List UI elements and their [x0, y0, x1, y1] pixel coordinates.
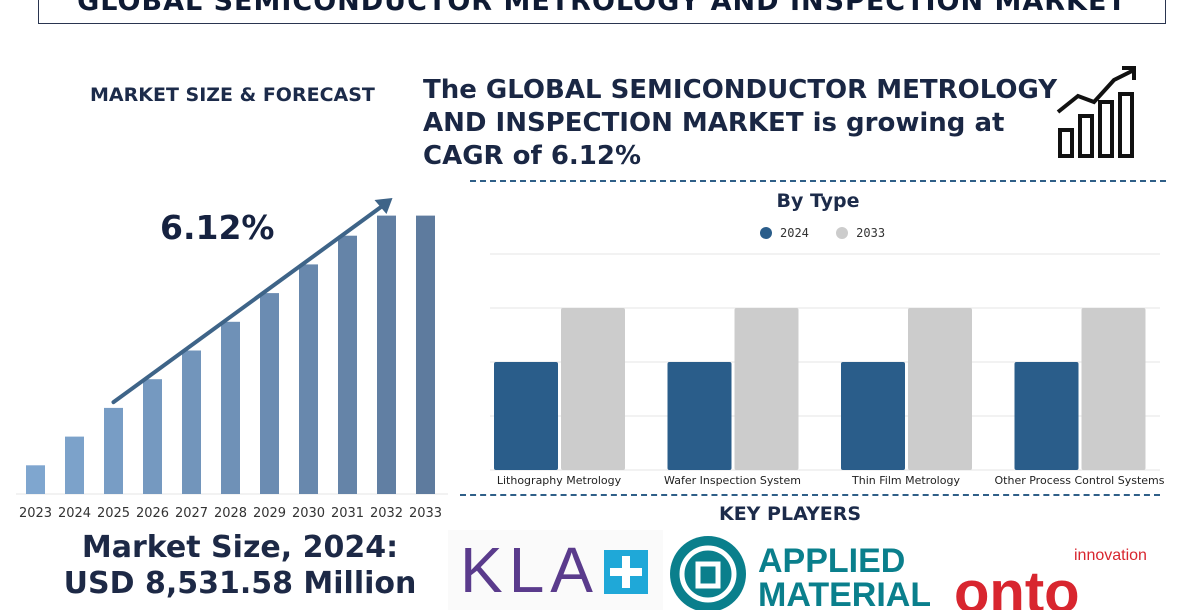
forecast-bar-2025 [104, 407, 123, 494]
forecast-bar-2030 [299, 264, 318, 494]
by-type-title: By Type [776, 190, 860, 212]
trend-arrow-icon [111, 201, 389, 405]
trend-arrow-head [374, 198, 393, 214]
forecast-bar-2027 [182, 350, 201, 494]
year-label-2024: 2024 [57, 506, 92, 521]
legend-label-2024: 2024 [780, 226, 809, 240]
forecast-bar-2023 [26, 465, 45, 494]
market-size-text: Market Size, 2024: USD 8,531.58 Million [10, 530, 470, 602]
title-box: GLOBAL SEMICONDUCTOR METROLOGY AND INSPE… [38, 0, 1166, 24]
forecast-bar-chart [16, 198, 448, 495]
forecast-bar-2032 [377, 215, 396, 495]
year-label-2027: 2027 [174, 506, 209, 521]
category-label: Lithography Metrology [496, 474, 622, 487]
forecast-bar-2031 [338, 235, 357, 494]
onto-logo-text2: onto [954, 560, 1080, 610]
key-players-title: KEY PLAYERS [718, 503, 862, 525]
bar-2033-0 [561, 308, 625, 470]
kla-logo-text: KLA [460, 534, 599, 606]
legend-item-2033: 2033 [836, 226, 885, 240]
forecast-bar-2033 [416, 215, 435, 495]
market-size-line2: USD 8,531.58 Million [63, 566, 417, 601]
category-label: Thin Film Metrology [852, 474, 960, 487]
legend-dot-2024 [760, 227, 772, 239]
year-label-2032: 2032 [369, 506, 404, 521]
category-label: Wafer Inspection System [664, 474, 801, 487]
legend-item-2024: 2024 [760, 226, 809, 240]
forecast-bar-2026 [143, 379, 162, 494]
applied-materials-logo: APPLIED MATERIALS [670, 536, 930, 610]
headline-text: The GLOBAL SEMICONDUCTOR METROLOGY AND I… [423, 75, 1058, 171]
kla-logo: KLA [448, 530, 663, 610]
year-label-2031: 2031 [330, 506, 365, 521]
forecast-bar-2024 [65, 436, 84, 494]
bar-2024-0 [494, 362, 558, 470]
divider-bottom [460, 494, 1160, 496]
year-label-2026: 2026 [135, 506, 170, 521]
bar-2024-2 [841, 362, 905, 470]
divider-top [470, 180, 1166, 182]
legend-dot-2033 [836, 227, 849, 239]
year-label-2028: 2028 [213, 506, 248, 521]
applied-logo-text1: APPLIED [758, 542, 905, 580]
forecast-bar-2029 [260, 293, 279, 494]
year-label-2030: 2030 [291, 506, 326, 521]
year-label-2025: 2025 [96, 506, 131, 521]
applied-logo-text2: MATERIALS [758, 576, 930, 610]
legend-label-2033: 2033 [856, 226, 886, 240]
bar-2033-2 [908, 308, 972, 470]
cagr-value: 6.12% [160, 208, 275, 247]
forecast-bar-2028 [221, 321, 240, 494]
bar-2024-1 [667, 362, 732, 470]
bar-2033-3 [1081, 308, 1146, 470]
market-size-forecast-label: MARKET SIZE & FORECAST [90, 84, 375, 106]
market-size-line1: Market Size, 2024: [81, 530, 399, 565]
year-label-2029: 2029 [252, 506, 287, 521]
bar-2033-1 [734, 308, 799, 470]
by-type-legend: 2024 2033 [760, 226, 905, 242]
year-label-2023: 2023 [18, 506, 53, 521]
bar-2024-3 [1014, 362, 1079, 470]
growth-chart-icon [1056, 66, 1136, 158]
category-label: Other Process Control Systems [994, 474, 1165, 487]
page-title: GLOBAL SEMICONDUCTOR METROLOGY AND INSPE… [77, 0, 1127, 17]
year-label-2033: 2033 [408, 506, 443, 521]
onto-logo-text1: innovation [1074, 547, 1147, 564]
by-type-bar-chart [490, 253, 1160, 471]
